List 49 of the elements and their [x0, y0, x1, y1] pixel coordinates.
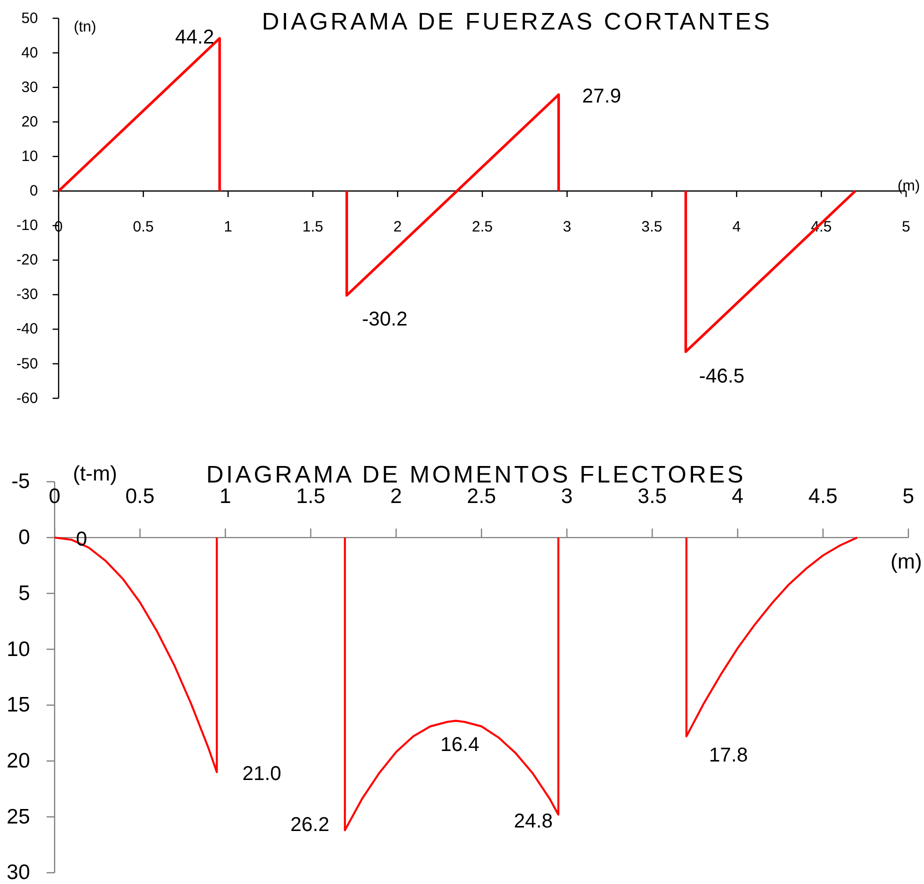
- y-tick-label: 10: [21, 148, 38, 165]
- x-tick-label: 0.5: [132, 218, 154, 236]
- x-tick-label: 1: [224, 218, 232, 236]
- line-series: [685, 536, 858, 738]
- x-tick-label: 4.5: [808, 485, 838, 508]
- y-tick-label: 0: [30, 182, 38, 200]
- y-tick-label: 0: [18, 526, 30, 550]
- data-label: 21.0: [242, 763, 282, 786]
- chart-title: DIAGRAMA DE FUERZAS CORTANTES: [262, 8, 772, 36]
- x-tick-label: 1.5: [302, 218, 324, 236]
- y-axis-title: (t-m): [72, 462, 118, 486]
- x-tick-label: 3: [562, 218, 572, 236]
- data-label: 27.9: [582, 86, 622, 108]
- x-tick-label: 0: [48, 485, 60, 508]
- y-tick-label: 30: [21, 78, 38, 96]
- y-tick-label: 40: [21, 44, 38, 62]
- y-tick-label: -40: [16, 320, 38, 338]
- y-tick-label: 20: [6, 749, 30, 772]
- y-tick-label: -20: [16, 252, 38, 269]
- x-tick-label: 5: [902, 218, 910, 236]
- y-tick-label: -50: [16, 355, 38, 372]
- y-tick-label: 20: [21, 113, 38, 130]
- data-label: -46.5: [698, 366, 745, 388]
- y-tick-label: -5: [11, 470, 30, 494]
- y-tick-label: 5: [18, 582, 30, 605]
- y-tick-label: 10: [6, 638, 30, 661]
- x-tick-label: 2: [393, 218, 402, 236]
- y-tick-label: -30: [16, 286, 38, 304]
- data-label: 16.4: [440, 734, 480, 756]
- x-tick-label: 4: [732, 218, 741, 236]
- data-label: 17.8: [708, 744, 748, 766]
- y-tick-label: 25: [6, 805, 30, 828]
- y-tick-label: 15: [6, 694, 30, 717]
- y-tick-label: -60: [16, 390, 38, 407]
- y-tick-label: 50: [21, 10, 38, 27]
- x-tick-label: 5: [902, 485, 914, 508]
- data-label: -30.2: [362, 308, 408, 330]
- data-label: 26.2: [290, 814, 330, 836]
- x-tick-label: 3.5: [641, 218, 662, 236]
- data-label: 44.2: [175, 26, 214, 48]
- y-tick-label: 30: [6, 861, 30, 884]
- x-axis-title: (m): [898, 178, 920, 194]
- x-tick-label: 2.5: [472, 218, 493, 236]
- data-label: 24.8: [514, 810, 553, 833]
- x-axis-title: (m): [890, 550, 922, 574]
- y-axis-title: (tn): [74, 18, 96, 36]
- line-series: [344, 536, 560, 832]
- x-tick-label: 0.5: [125, 485, 155, 508]
- y-tick-label: -10: [16, 217, 38, 234]
